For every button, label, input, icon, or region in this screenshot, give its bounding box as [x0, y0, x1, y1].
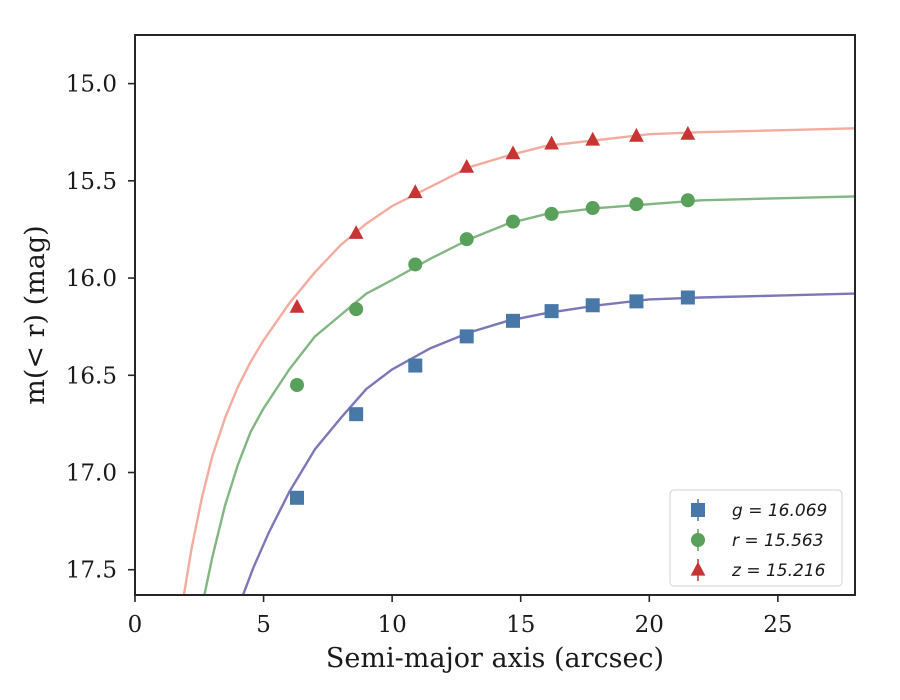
data-point-1-5 [544, 206, 559, 221]
y-tick-label: 15.0 [66, 72, 117, 98]
fit-curve-0 [241, 292, 855, 595]
x-axis-ticks: 0 5 10 15 20 25 [128, 595, 792, 638]
plot-frame [134, 34, 856, 596]
legend-label-2: z = 15.216 [731, 561, 826, 581]
legend-box [669, 489, 843, 587]
x-tick-label: 20 [635, 612, 664, 638]
y-axis-ticks: 15.0 15.5 16.0 16.5 17.0 17.5 [66, 72, 135, 584]
legend-label-1: r = 15.563 [732, 531, 824, 551]
y-tick-label: 17.0 [66, 461, 117, 487]
x-tick-label: 15 [506, 612, 535, 638]
legend-marker-2 [690, 561, 706, 576]
data-point-0-4 [506, 313, 520, 328]
data-point-1-7 [629, 197, 644, 212]
data-point-1-4 [506, 214, 520, 229]
legend: g = 16.069 r = 15.563 z = 15.216 [669, 489, 843, 587]
data-point-0-2 [408, 358, 423, 373]
data-point-2-2 [407, 184, 423, 199]
legend-marker-0 [691, 503, 705, 517]
data-point-1-6 [585, 201, 600, 216]
y-tick-label: 17.5 [66, 558, 117, 584]
data-point-0-3 [459, 329, 474, 344]
data-point-0-0 [290, 490, 304, 505]
x-tick-label: 5 [256, 612, 271, 638]
data-point-2-0 [289, 299, 305, 313]
x-tick-label: 10 [378, 612, 407, 638]
data-point-2-5 [544, 135, 559, 150]
y-axis-label: m(< r) (mag) [20, 225, 51, 404]
y-tick-label: 16.5 [66, 363, 117, 389]
x-axis-label: Semi-major axis (arcsec) [326, 643, 664, 674]
data-point-0-8 [680, 290, 695, 305]
data-point-2-8 [680, 125, 696, 140]
data-point-1-2 [408, 257, 423, 272]
data-points [289, 125, 696, 505]
data-point-0-6 [585, 298, 600, 313]
legend-marker-1 [691, 533, 705, 547]
y-tick-label: 15.5 [66, 169, 117, 195]
data-point-0-5 [544, 304, 559, 319]
x-tick-label: 25 [763, 612, 792, 638]
data-point-2-6 [585, 131, 601, 146]
y-tick-label: 16.0 [66, 266, 117, 292]
x-tick-label: 0 [128, 612, 143, 638]
data-point-0-7 [629, 294, 644, 309]
data-point-1-0 [290, 378, 304, 392]
data-point-2-3 [459, 159, 475, 173]
legend-label-0: g = 16.069 [732, 501, 827, 521]
data-point-2-7 [629, 127, 644, 142]
data-point-2-4 [505, 145, 521, 160]
data-point-1-8 [680, 193, 695, 208]
data-point-0-1 [349, 407, 364, 422]
data-point-2-1 [348, 225, 364, 239]
data-point-1-3 [459, 232, 474, 247]
data-point-1-1 [349, 302, 364, 317]
